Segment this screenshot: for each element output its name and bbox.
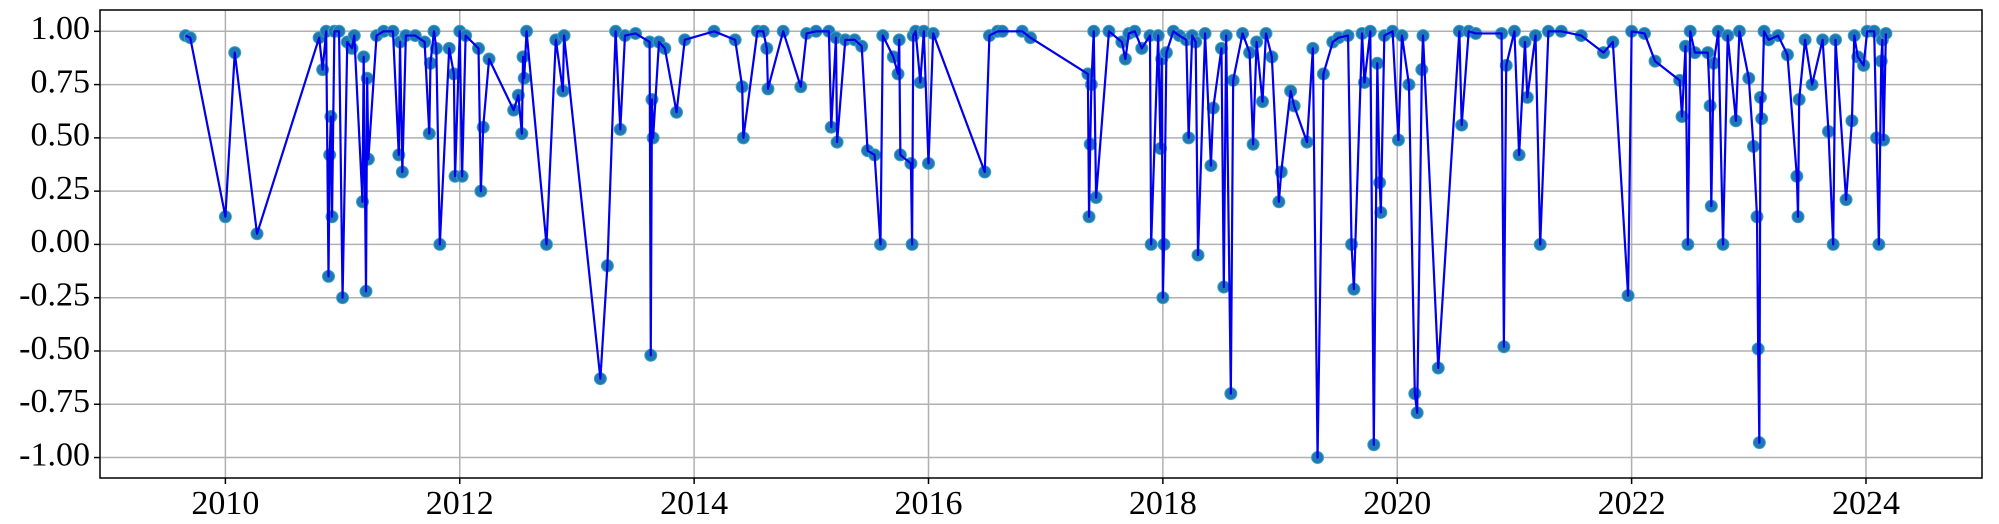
y-tick-label: 1.00	[31, 10, 91, 47]
x-tick-label: 2022	[1598, 485, 1666, 522]
x-tick-label: 2010	[191, 485, 259, 522]
line	[185, 30, 1888, 459]
x-tick-label: 2018	[1129, 485, 1197, 522]
x-tick-label: 2020	[1363, 485, 1431, 522]
y-tick-label: -0.75	[19, 383, 90, 420]
x-tick-label: 2016	[895, 485, 963, 522]
y-tick-label: -0.50	[19, 330, 90, 367]
y-tick-label: 0.75	[31, 63, 91, 100]
x-tick-label: 2024	[1832, 485, 1900, 522]
y-tick-label: -1.00	[19, 436, 90, 473]
grid	[100, 10, 1982, 478]
x-tick-label: 2012	[426, 485, 494, 522]
y-tick-label: -0.25	[19, 277, 90, 314]
marks	[179, 24, 1893, 465]
y-tick-label: 0.50	[31, 117, 91, 154]
x-tick-label: 2014	[660, 485, 728, 522]
y-tick-label: 0.00	[31, 223, 91, 260]
labels: 1.00 0.75 0.50 0.25 0.00 -0.25 -0.50 -0.75 -1.00…	[19, 10, 1900, 522]
y-tick-label: 0.25	[31, 170, 91, 207]
